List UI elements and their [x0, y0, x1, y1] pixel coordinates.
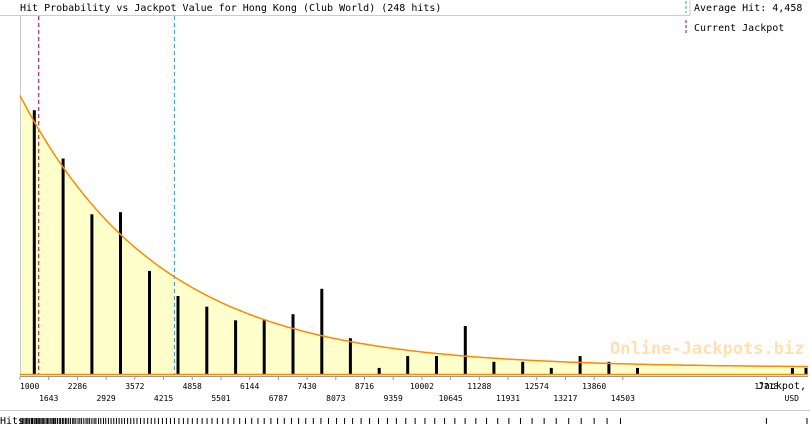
- x-tick-label: 7430: [297, 382, 316, 391]
- bar: [804, 367, 808, 374]
- legend-current-label: Current Jackpot: [694, 23, 784, 34]
- x-tick-label: 6787: [269, 394, 288, 403]
- x-tick-label: 6144: [240, 382, 259, 391]
- chart-title: Hit Probability vs Jackpot Value for Hon…: [20, 3, 441, 14]
- x-tick-label: 4858: [183, 382, 202, 391]
- bar: [607, 361, 611, 374]
- bar: [234, 320, 238, 374]
- x-axis-unit: USD: [785, 394, 800, 403]
- bar: [578, 356, 582, 374]
- x-tick-label: 2286: [68, 382, 87, 391]
- x-tick-label: 9359: [384, 394, 403, 403]
- x-tick-label: 11931: [496, 394, 520, 403]
- hits-label: Hits: [0, 416, 24, 425]
- bar: [463, 326, 467, 374]
- x-tick-label: 8073: [326, 394, 345, 403]
- x-tick-label: 17718: [754, 382, 778, 391]
- bar: [492, 361, 496, 374]
- hits-rug: [20, 418, 808, 424]
- bar: [262, 320, 266, 374]
- x-tick-label: 10645: [439, 394, 463, 403]
- bar: [90, 214, 94, 374]
- x-tick-label: 13860: [582, 382, 606, 391]
- x-tick-label: 2929: [96, 394, 115, 403]
- x-tick-label: 11288: [467, 382, 491, 391]
- probability-area: [20, 95, 808, 374]
- bar: [148, 270, 151, 374]
- x-tick-label: 14503: [611, 394, 635, 403]
- watermark-text: Online-Jackpots.biz: [610, 339, 804, 359]
- x-tick-label: 12574: [525, 382, 549, 391]
- x-tick-label: 5501: [211, 394, 230, 403]
- x-tick-label: 13217: [553, 394, 577, 403]
- x-tick-label: 10002: [410, 382, 434, 391]
- x-tick-label: 1000: [20, 382, 39, 391]
- x-tick-label: 8716: [355, 382, 374, 391]
- ticks-group: 1000 2286 3572 4858 6144 7430 8716 10002 11288 12…: [19, 377, 779, 403]
- bars-group: [32, 110, 808, 374]
- bar: [406, 356, 410, 374]
- bar: [320, 288, 324, 374]
- bar: [61, 158, 65, 374]
- legend-average-label: Average Hit: 4,458: [694, 3, 802, 14]
- bar: [32, 110, 36, 374]
- bar: [176, 296, 180, 374]
- bar: [549, 367, 553, 374]
- bar: [521, 361, 525, 374]
- bar: [435, 356, 438, 374]
- x-tick-label: 1643: [39, 394, 58, 403]
- bar: [119, 212, 122, 374]
- x-axis-label: Jackpot,: [758, 381, 806, 392]
- bar: [377, 367, 381, 374]
- probability-curve: [19, 95, 809, 368]
- x-tick-label: 4215: [154, 394, 173, 403]
- bar: [348, 338, 352, 374]
- bar: [636, 367, 639, 374]
- bar: [790, 367, 794, 374]
- bar: [291, 314, 295, 374]
- bar: [205, 306, 209, 374]
- x-tick-label: 3572: [125, 382, 144, 391]
